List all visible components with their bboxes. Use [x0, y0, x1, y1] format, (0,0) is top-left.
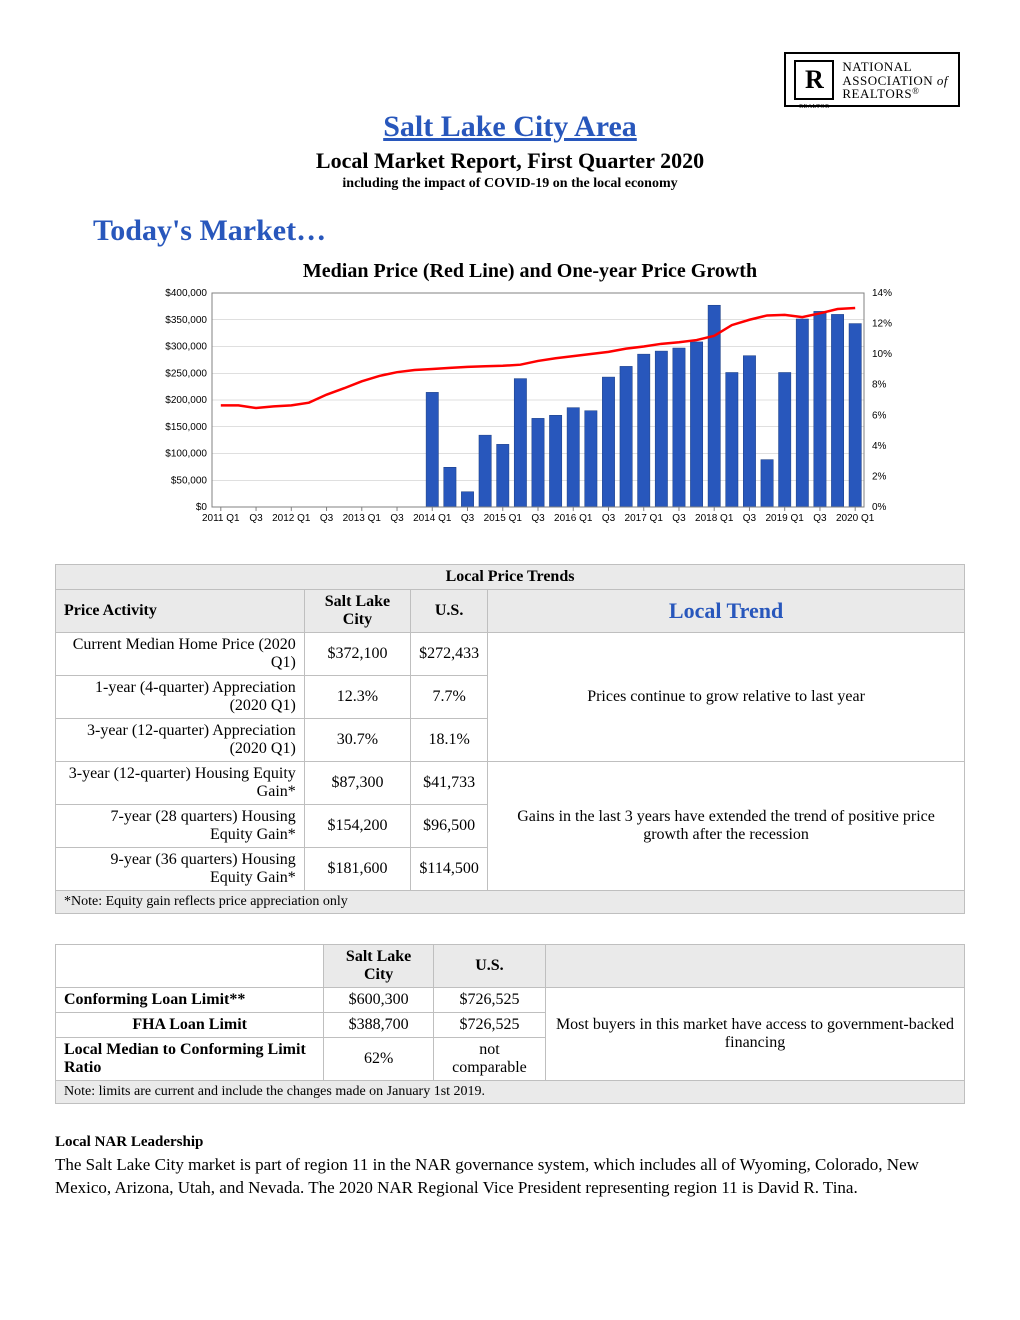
t1-r4-label: 7-year (28 quarters) Housing Equity Gain…: [56, 805, 305, 848]
report-header: Salt Lake City Area Local Market Report,…: [55, 110, 965, 192]
svg-text:Q3: Q3: [813, 513, 827, 524]
svg-text:2019 Q1: 2019 Q1: [766, 513, 805, 524]
svg-text:$100,000: $100,000: [165, 449, 207, 460]
svg-text:8%: 8%: [872, 380, 887, 391]
t1-r1-label: 1-year (4-quarter) Appreciation (2020 Q1…: [56, 676, 305, 719]
realtor-r-icon: R: [794, 60, 834, 100]
svg-text:$250,000: $250,000: [165, 368, 207, 379]
svg-text:$150,000: $150,000: [165, 422, 207, 433]
svg-text:2%: 2%: [872, 471, 887, 482]
svg-text:2020 Q1: 2020 Q1: [836, 513, 875, 524]
svg-text:2015 Q1: 2015 Q1: [484, 513, 523, 524]
col-us: U.S.: [411, 590, 488, 633]
t1-r0-b: $272,433: [411, 633, 488, 676]
t2-r0-b: $726,525: [433, 988, 545, 1013]
chart-title: Median Price (Red Line) and One-year Pri…: [150, 260, 910, 283]
svg-text:$400,000: $400,000: [165, 288, 207, 299]
svg-text:2012 Q1: 2012 Q1: [272, 513, 311, 524]
svg-text:Q3: Q3: [672, 513, 686, 524]
svg-text:Q3: Q3: [602, 513, 616, 524]
t2-r0-label: Conforming Loan Limit**: [56, 988, 324, 1013]
svg-text:$50,000: $50,000: [171, 475, 208, 486]
svg-text:$200,000: $200,000: [165, 395, 207, 406]
svg-text:2016 Q1: 2016 Q1: [554, 513, 593, 524]
t2-r2-b: not comparable: [433, 1038, 545, 1081]
t2-r1-b: $726,525: [433, 1013, 545, 1038]
t1-note: *Note: Equity gain reflects price apprec…: [56, 891, 965, 914]
svg-text:2011 Q1: 2011 Q1: [202, 513, 240, 524]
t1-trend2: Gains in the last 3 years have extended …: [488, 762, 965, 891]
t1-r2-a: 30.7%: [304, 719, 410, 762]
svg-text:14%: 14%: [872, 288, 892, 299]
t2-r1-a: $388,700: [324, 1013, 434, 1038]
svg-text:Q3: Q3: [320, 513, 334, 524]
t1-r1-a: 12.3%: [304, 676, 410, 719]
t1-r4-a: $154,200: [304, 805, 410, 848]
page-title[interactable]: Salt Lake City Area: [55, 110, 965, 144]
t1-r3-label: 3-year (12-quarter) Housing Equity Gain*: [56, 762, 305, 805]
t1-r0-label: Current Median Home Price (2020 Q1): [56, 633, 305, 676]
svg-text:Q3: Q3: [743, 513, 757, 524]
svg-text:2014 Q1: 2014 Q1: [413, 513, 452, 524]
svg-text:2018 Q1: 2018 Q1: [695, 513, 734, 524]
table1-title: Local Price Trends: [56, 565, 965, 590]
t1-r3-b: $41,733: [411, 762, 488, 805]
t2-r1-label: FHA Loan Limit: [56, 1013, 324, 1038]
t1-trend1: Prices continue to grow relative to last…: [488, 633, 965, 762]
svg-text:$350,000: $350,000: [165, 315, 207, 326]
section-heading: Today's Market…: [93, 214, 965, 248]
t1-r5-b: $114,500: [411, 848, 488, 891]
nar-logo-text: NATIONAL ASSOCIATION of REALTORS®: [842, 60, 948, 101]
t2-r2-a: 62%: [324, 1038, 434, 1081]
t2-note: Note: limits are current and include the…: [56, 1081, 965, 1104]
svg-text:Q3: Q3: [531, 513, 545, 524]
t2-r2-label: Local Median to Conforming Limit Ratio: [56, 1038, 324, 1081]
t1-r1-b: 7.7%: [411, 676, 488, 719]
leadership-section: Local NAR Leadership The Salt Lake City …: [55, 1132, 965, 1200]
col-slc: Salt Lake City: [304, 590, 410, 633]
t2-trend: Most buyers in this market have access t…: [546, 988, 965, 1081]
svg-text:2017 Q1: 2017 Q1: [625, 513, 664, 524]
svg-text:12%: 12%: [872, 319, 892, 330]
t1-r4-b: $96,500: [411, 805, 488, 848]
svg-text:$0: $0: [196, 502, 208, 513]
svg-text:Q3: Q3: [249, 513, 263, 524]
t2-col-slc: Salt Lake City: [324, 945, 434, 988]
col-price-activity: Price Activity: [56, 590, 305, 633]
svg-text:4%: 4%: [872, 441, 887, 452]
t1-r2-b: 18.1%: [411, 719, 488, 762]
t1-r2-label: 3-year (12-quarter) Appreciation (2020 Q…: [56, 719, 305, 762]
loan-limits-table: Salt Lake City U.S. Conforming Loan Limi…: [55, 944, 965, 1104]
col-local-trend: Local Trend: [488, 590, 965, 633]
t1-r0-a: $372,100: [304, 633, 410, 676]
leadership-heading: Local NAR Leadership: [55, 1132, 965, 1152]
svg-text:2013 Q1: 2013 Q1: [343, 513, 382, 524]
t2-r0-a: $600,300: [324, 988, 434, 1013]
svg-text:Q3: Q3: [390, 513, 404, 524]
svg-text:6%: 6%: [872, 410, 887, 421]
page-subtitle: Local Market Report, First Quarter 2020: [55, 148, 965, 174]
svg-text:$300,000: $300,000: [165, 342, 207, 353]
nar-logo: R REALTOR NATIONAL ASSOCIATION of REALTO…: [784, 52, 960, 107]
page-subsub: including the impact of COVID-19 on the …: [55, 176, 965, 192]
median-price-chart: Median Price (Red Line) and One-year Pri…: [150, 260, 910, 542]
price-trends-table: Local Price Trends Price Activity Salt L…: [55, 564, 965, 914]
svg-text:10%: 10%: [872, 349, 892, 360]
t1-r5-a: $181,600: [304, 848, 410, 891]
realtor-sub: REALTOR: [794, 104, 834, 110]
t1-r3-a: $87,300: [304, 762, 410, 805]
svg-text:0%: 0%: [872, 502, 887, 513]
chart-svg: $0 $50,000 $100,000 $150,000 $200,000 $250,00…: [150, 287, 910, 537]
leadership-body: The Salt Lake City market is part of reg…: [55, 1155, 919, 1197]
t1-r5-label: 9-year (36 quarters) Housing Equity Gain…: [56, 848, 305, 891]
t2-col-us: U.S.: [433, 945, 545, 988]
svg-text:Q3: Q3: [461, 513, 475, 524]
